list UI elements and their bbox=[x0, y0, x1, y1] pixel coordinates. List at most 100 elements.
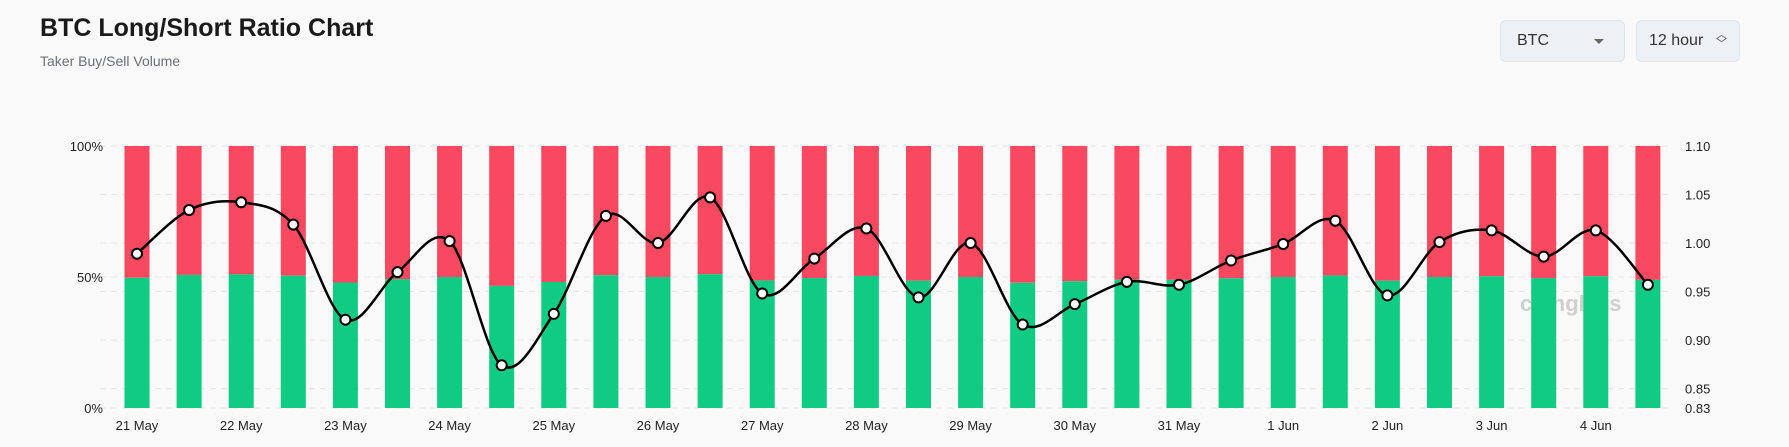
ratio-point bbox=[1068, 298, 1081, 311]
ratio-point bbox=[339, 313, 352, 326]
long-bar bbox=[228, 274, 254, 408]
short-bar bbox=[958, 146, 984, 277]
short-bar bbox=[1479, 146, 1505, 277]
page-title: BTC Long/Short Ratio Chart bbox=[40, 14, 374, 42]
short-bar bbox=[541, 146, 567, 282]
ratio-point bbox=[495, 359, 508, 372]
long-bar bbox=[1322, 275, 1348, 408]
x-axis-tick: 29 May bbox=[949, 418, 992, 433]
right-axis-tick: 0.95 bbox=[1685, 285, 1710, 300]
ratio-point bbox=[860, 222, 873, 235]
ratio-point bbox=[1433, 236, 1446, 249]
ratio-point bbox=[912, 291, 925, 304]
short-bar bbox=[332, 146, 358, 283]
long-bar bbox=[593, 275, 619, 408]
long-bar bbox=[489, 285, 515, 408]
short-bar bbox=[1583, 146, 1609, 277]
short-bar bbox=[645, 146, 671, 277]
short-bar bbox=[1322, 146, 1348, 276]
long-bar bbox=[437, 277, 463, 408]
short-bar bbox=[906, 146, 931, 281]
x-axis-tick: 23 May bbox=[324, 418, 367, 433]
ratio-point bbox=[183, 204, 196, 217]
long-bar bbox=[332, 282, 358, 408]
left-axis-tick: 100% bbox=[70, 139, 104, 154]
long-bar bbox=[1010, 282, 1036, 408]
page-subtitle: Taker Buy/Sell Volume bbox=[40, 53, 181, 69]
interval-select[interactable]: 12 hour ︿ ﹀ bbox=[1636, 20, 1740, 62]
ratio-point bbox=[287, 218, 300, 231]
symbol-value: BTC bbox=[1517, 32, 1549, 49]
right-axis-tick: 0.85 bbox=[1685, 382, 1710, 397]
x-axis-tick: 30 May bbox=[1053, 418, 1096, 433]
interval-value: 12 hour bbox=[1649, 32, 1704, 49]
ratio-point bbox=[235, 196, 248, 209]
ratio-point bbox=[1120, 275, 1133, 288]
ratio-point bbox=[1329, 214, 1342, 227]
long-bar bbox=[1166, 279, 1192, 408]
short-bar bbox=[280, 146, 306, 276]
x-axis-tick: 3 Jun bbox=[1476, 418, 1508, 433]
long-bar bbox=[958, 277, 984, 408]
right-axis-tick: 1.05 bbox=[1685, 188, 1710, 203]
x-axis-tick: 26 May bbox=[637, 418, 680, 433]
x-axis-tick: 24 May bbox=[428, 418, 471, 433]
ratio-point bbox=[704, 191, 717, 204]
short-bar bbox=[1010, 146, 1036, 283]
right-axis-tick: 0.83 bbox=[1685, 401, 1710, 416]
x-axis-tick: 2 Jun bbox=[1371, 418, 1403, 433]
ratio-point bbox=[391, 266, 404, 279]
ratio-point bbox=[1641, 278, 1654, 291]
ratio-point bbox=[756, 287, 769, 300]
right-axis-tick: 1.10 bbox=[1685, 139, 1710, 154]
caret-down-icon bbox=[1594, 39, 1604, 44]
long-bar bbox=[541, 281, 567, 408]
ratio-point bbox=[131, 247, 143, 260]
right-axis-tick: 0.90 bbox=[1685, 333, 1710, 348]
x-axis-tick: 21 May bbox=[116, 418, 159, 433]
ratio-point bbox=[964, 237, 977, 250]
ratio-point bbox=[652, 237, 664, 250]
ratio-point bbox=[599, 209, 612, 222]
short-bar bbox=[489, 146, 515, 286]
ratio-point bbox=[1589, 224, 1602, 237]
x-axis-tick: 27 May bbox=[741, 418, 784, 433]
short-bar bbox=[385, 146, 410, 280]
ratio-point bbox=[1173, 278, 1185, 291]
short-bar bbox=[697, 146, 723, 275]
long-bar bbox=[801, 278, 827, 408]
x-axis-tick: 25 May bbox=[532, 418, 575, 433]
long-bar bbox=[280, 275, 306, 408]
x-axis-tick: 4 Jun bbox=[1580, 418, 1612, 433]
ratio-point bbox=[1016, 318, 1029, 331]
ratio-point bbox=[808, 252, 821, 265]
long-bar bbox=[1374, 280, 1400, 408]
symbol-select[interactable]: BTC bbox=[1500, 20, 1625, 62]
ratio-point bbox=[1225, 254, 1238, 267]
x-axis-tick: 28 May bbox=[845, 418, 888, 433]
long-bar bbox=[1270, 277, 1296, 408]
short-bar bbox=[1114, 146, 1140, 280]
ratio-point bbox=[1381, 289, 1394, 302]
x-axis-tick: 31 May bbox=[1158, 418, 1201, 433]
short-bar bbox=[1427, 146, 1452, 277]
long-bar bbox=[1218, 278, 1244, 408]
short-bar bbox=[1166, 146, 1192, 280]
long-bar bbox=[176, 274, 202, 408]
short-bar bbox=[228, 146, 254, 275]
short-bar bbox=[853, 146, 879, 276]
ratio-point bbox=[1277, 238, 1290, 251]
long-bar bbox=[1114, 279, 1140, 408]
long-bar bbox=[1479, 276, 1505, 408]
long-bar bbox=[385, 279, 410, 408]
long-bar bbox=[749, 280, 775, 408]
short-bar bbox=[749, 146, 775, 281]
left-axis-tick: 0% bbox=[84, 401, 103, 416]
ratio-point bbox=[443, 235, 456, 248]
long-bar bbox=[645, 277, 671, 408]
long-bar bbox=[1583, 276, 1609, 408]
ratio-line bbox=[136, 195, 1649, 369]
short-bar bbox=[1374, 146, 1400, 281]
long-bar bbox=[124, 277, 150, 408]
